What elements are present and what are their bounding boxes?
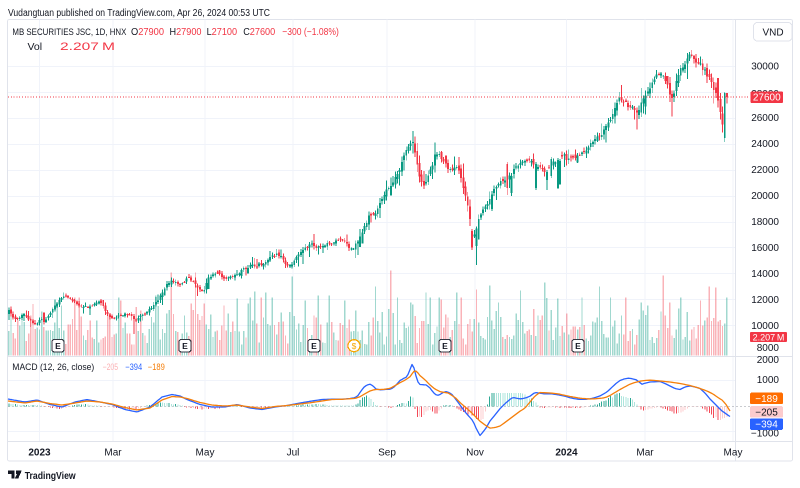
svg-text:27600: 27600	[753, 93, 781, 104]
svg-text:E: E	[442, 341, 448, 351]
svg-text:8000: 8000	[757, 343, 780, 354]
svg-text:−1000: −1000	[751, 428, 780, 439]
svg-text:May: May	[196, 448, 215, 459]
svg-text:Vol: Vol	[28, 41, 43, 53]
svg-text:2000: 2000	[757, 355, 780, 366]
svg-text:E: E	[311, 341, 317, 351]
svg-text:$: $	[352, 341, 357, 351]
svg-text:MB SECURITIES JSC, 1D, HNX: MB SECURITIES JSC, 1D, HNX	[12, 27, 126, 37]
svg-text:−394: −394	[125, 362, 142, 372]
svg-text:Sep: Sep	[378, 448, 396, 459]
svg-text:26000: 26000	[751, 113, 779, 124]
svg-text:12000: 12000	[751, 295, 779, 306]
svg-text:Mar: Mar	[636, 448, 654, 459]
svg-text:20000: 20000	[751, 191, 779, 202]
svg-text:Jul: Jul	[287, 448, 300, 459]
svg-text:MACD (12, 26, close): MACD (12, 26, close)	[12, 362, 94, 372]
svg-text:−205: −205	[755, 407, 778, 418]
svg-text:−205: −205	[103, 362, 119, 372]
svg-text:10000: 10000	[751, 321, 779, 332]
svg-text:Nov: Nov	[466, 448, 484, 459]
svg-text:2024: 2024	[555, 448, 578, 459]
svg-text:C27600: C27600	[243, 27, 275, 38]
svg-text:TradingView: TradingView	[25, 470, 77, 482]
svg-text:L27100: L27100	[207, 27, 238, 38]
svg-text:2.207 M: 2.207 M	[60, 41, 115, 53]
svg-text:H27900: H27900	[170, 27, 202, 38]
svg-text:−189: −189	[148, 362, 165, 372]
svg-text:−394: −394	[755, 420, 778, 431]
svg-text:Vudangtuan published on Tradin: Vudangtuan published on TradingView.com,…	[8, 8, 270, 19]
svg-text:VND: VND	[762, 28, 783, 39]
svg-text:14000: 14000	[751, 269, 779, 280]
svg-text:−300 (−1.08%): −300 (−1.08%)	[282, 27, 339, 38]
svg-text:2023: 2023	[28, 448, 51, 459]
svg-text:Mar: Mar	[104, 448, 122, 459]
svg-text:1000: 1000	[757, 375, 780, 386]
svg-text:E: E	[575, 341, 581, 351]
svg-text:24000: 24000	[751, 139, 779, 150]
svg-text:E: E	[55, 341, 61, 351]
svg-text:−189: −189	[755, 394, 778, 405]
svg-text:2.207 M: 2.207 M	[753, 332, 785, 342]
svg-text:22000: 22000	[751, 165, 779, 176]
svg-text:O27900: O27900	[131, 27, 164, 38]
svg-text:30000: 30000	[751, 61, 779, 72]
svg-text:16000: 16000	[751, 243, 779, 254]
svg-text:18000: 18000	[751, 217, 779, 228]
svg-text:E: E	[182, 341, 188, 351]
svg-text:May: May	[724, 448, 743, 459]
